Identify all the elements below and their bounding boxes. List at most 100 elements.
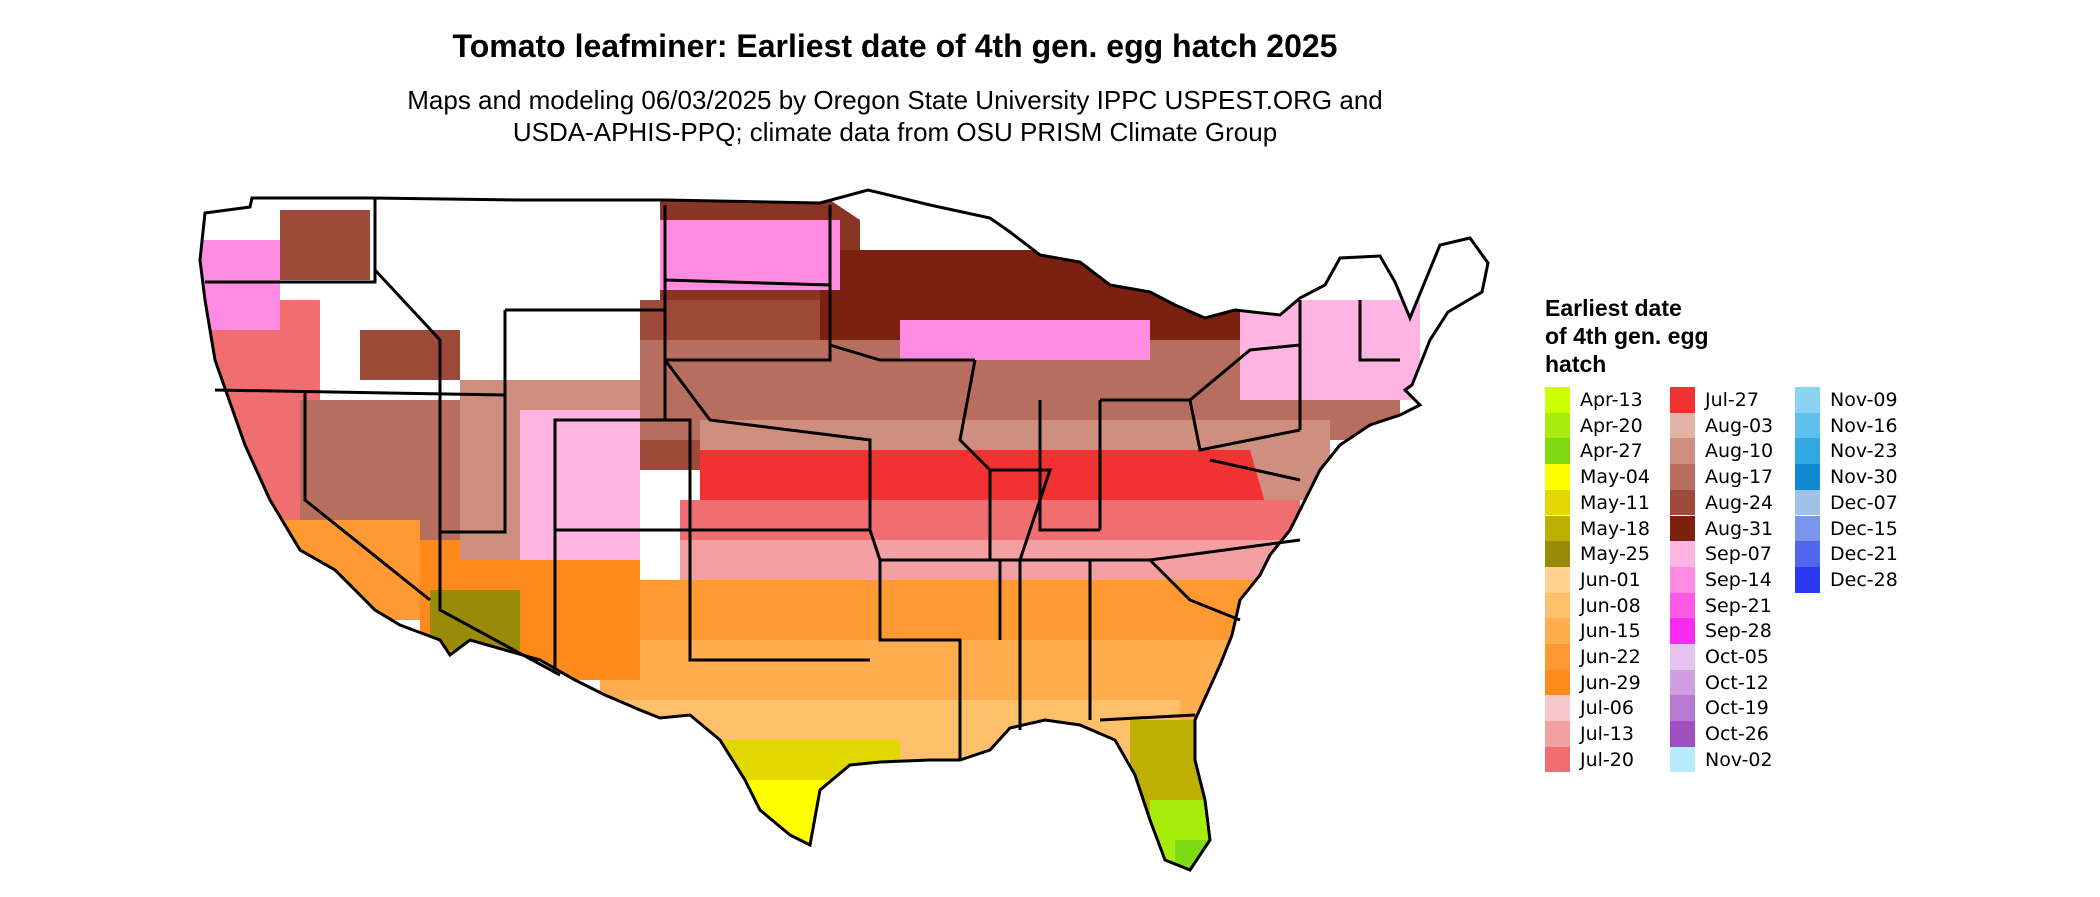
legend-swatch [1545, 592, 1570, 619]
legend-swatch [1545, 618, 1570, 644]
legend-swatch [1670, 489, 1695, 516]
legend-swatch [1795, 515, 1820, 542]
legend-swatch [1545, 566, 1570, 593]
legend-label: Apr-27 [1580, 440, 1643, 463]
legend-label: Jun-01 [1580, 568, 1641, 591]
legend-item: Apr-13 [1545, 387, 1675, 413]
legend-label: Sep-21 [1705, 594, 1772, 617]
legend-label: May-11 [1580, 491, 1650, 514]
legend-swatch [1795, 541, 1820, 567]
legend-item: Aug-17 [1670, 464, 1800, 490]
legend-label: Aug-24 [1705, 491, 1774, 514]
legend-swatch [1670, 412, 1695, 439]
legend-item: Dec-15 [1795, 515, 1925, 542]
legend-label: Dec-15 [1830, 517, 1898, 540]
legend-label: Aug-31 [1705, 517, 1774, 540]
legend-item: May-25 [1545, 541, 1675, 567]
legend-item: Aug-24 [1670, 489, 1800, 516]
legend-item: Aug-03 [1670, 412, 1800, 439]
map-title: Tomato leafminer: Earliest date of 4th g… [452, 28, 1338, 64]
legend-swatch [1670, 695, 1695, 722]
legend-label: Aug-10 [1705, 440, 1774, 463]
legend-label: Aug-03 [1705, 414, 1774, 437]
legend-title: Earliest date of 4th gen. egg hatch [1545, 294, 1805, 378]
legend-swatch [1545, 489, 1570, 516]
legend-item: Jul-20 [1545, 746, 1675, 773]
legend-item: Jul-06 [1545, 695, 1675, 722]
legend-label: Aug-17 [1705, 466, 1774, 489]
legend-item: Jul-13 [1545, 721, 1675, 747]
legend-swatch [1670, 644, 1695, 670]
legend-item: Jun-22 [1545, 644, 1675, 670]
legend-item: Dec-28 [1795, 566, 1925, 593]
legend-label: May-04 [1580, 466, 1650, 489]
legend-label: Apr-13 [1580, 389, 1643, 411]
legend-swatch [1545, 438, 1570, 465]
legend-swatch [1545, 387, 1570, 413]
legend-label: Nov-02 [1705, 748, 1773, 771]
legend-swatch [1545, 669, 1570, 696]
legend-item: Jul-27 [1670, 387, 1800, 413]
legend-swatch [1670, 721, 1695, 747]
legend-swatch [1545, 721, 1570, 747]
legend-label: May-25 [1580, 543, 1650, 566]
legend-label: Dec-28 [1830, 568, 1898, 591]
legend-swatch [1670, 746, 1695, 773]
legend-label: Jun-15 [1580, 620, 1641, 643]
legend-item: May-04 [1545, 464, 1675, 490]
legend-label: Sep-07 [1705, 543, 1772, 566]
legend-label: Oct-19 [1705, 697, 1769, 720]
legend-swatch [1545, 412, 1570, 439]
legend-swatch [1670, 541, 1695, 567]
legend-label: Jul-27 [1705, 389, 1759, 411]
legend-title-line-1: Earliest date [1545, 295, 1682, 321]
legend-item: Apr-20 [1545, 412, 1675, 439]
legend-label: Jun-29 [1580, 671, 1641, 694]
legend-label: Jun-08 [1580, 594, 1641, 617]
legend-label: Jun-22 [1580, 646, 1641, 668]
map-subtitle: Maps and modeling 06/03/2025 by Oregon S… [0, 84, 1790, 148]
legend-label: Nov-30 [1830, 466, 1898, 489]
legend-swatch [1670, 669, 1695, 696]
legend-label: May-18 [1580, 517, 1650, 540]
legend-item: Oct-19 [1670, 695, 1800, 722]
legend-label: Sep-28 [1705, 620, 1772, 643]
legend-swatch [1545, 464, 1570, 490]
legend-swatch [1545, 695, 1570, 722]
legend-label: Dec-21 [1830, 543, 1898, 566]
legend-label: Nov-09 [1830, 389, 1898, 411]
state-boundaries [198, 188, 1490, 872]
legend-swatch [1795, 464, 1820, 490]
legend-swatch [1545, 541, 1570, 567]
legend-swatch [1670, 618, 1695, 644]
legend-item: Jun-01 [1545, 566, 1675, 593]
legend-item: Jun-29 [1545, 669, 1675, 696]
legend-label: Oct-05 [1705, 646, 1769, 668]
legend-swatch [1795, 438, 1820, 465]
legend-item: Nov-30 [1795, 464, 1925, 490]
legend-label: Jul-06 [1580, 697, 1634, 720]
legend-item: Sep-21 [1670, 592, 1800, 619]
legend-title-line-3: hatch [1545, 351, 1607, 377]
legend-swatch [1545, 746, 1570, 773]
legend-swatch [1670, 592, 1695, 619]
legend-swatch [1670, 464, 1695, 490]
legend-item: Dec-07 [1795, 489, 1925, 516]
legend-item: May-11 [1545, 489, 1675, 516]
legend-item: May-18 [1545, 515, 1675, 542]
legend-title-line-2: of 4th gen. egg [1545, 323, 1709, 349]
legend-swatch [1670, 515, 1695, 542]
legend-label: Jul-20 [1580, 748, 1634, 771]
legend-label: Apr-20 [1580, 414, 1643, 437]
legend-item: Oct-12 [1670, 669, 1800, 696]
legend-swatch [1795, 489, 1820, 516]
legend-item: Nov-23 [1795, 438, 1925, 465]
legend-label: Oct-26 [1705, 723, 1769, 746]
legend-swatch [1670, 438, 1695, 465]
legend-label: Jul-13 [1580, 723, 1634, 746]
legend-item: Jun-08 [1545, 592, 1675, 619]
legend-label: Nov-16 [1830, 414, 1898, 437]
legend-label: Oct-12 [1705, 671, 1769, 694]
